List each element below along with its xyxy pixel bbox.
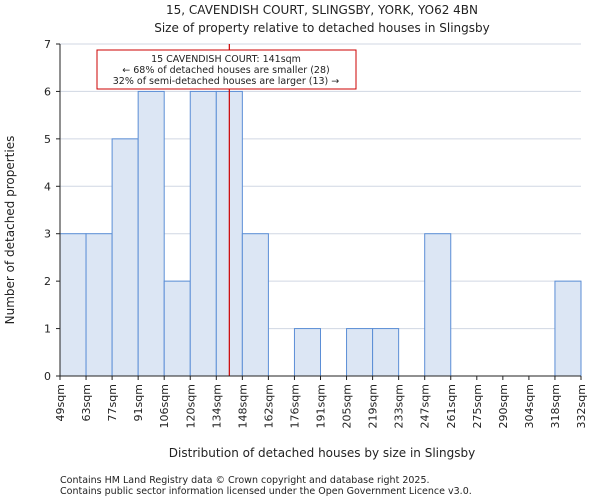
footer-line-2: Contains public sector information licen… xyxy=(60,486,472,497)
bar xyxy=(372,328,400,377)
bar xyxy=(424,233,452,377)
x-tick-label: 261sqm xyxy=(445,384,458,428)
y-tick-labels: 0 1 2 3 4 5 6 7 xyxy=(44,38,60,383)
y-tick-label: 7 xyxy=(44,38,51,51)
y-tick-label: 1 xyxy=(44,323,51,336)
bar xyxy=(137,90,165,377)
x-tick-label: 290sqm xyxy=(497,384,510,428)
annotation-line-2: ← 68% of detached houses are smaller (28… xyxy=(122,65,329,76)
x-tick-labels: 49sqm 63sqm 77sqm 91sqm 106sqm 120sqm 134sqm 14… xyxy=(54,376,588,428)
x-tick-label: 148sqm xyxy=(236,384,249,428)
x-tick-label: 233sqm xyxy=(393,384,406,428)
y-axis-label: Number of detached properties xyxy=(3,136,17,325)
x-tick-label: 304sqm xyxy=(523,384,536,428)
x-tick-label: 162sqm xyxy=(262,384,275,428)
y-tick-label: 2 xyxy=(44,275,51,288)
x-tick-label: 120sqm xyxy=(184,384,197,428)
annotation-frame xyxy=(96,49,357,90)
bar xyxy=(59,233,87,377)
x-tick-label: 247sqm xyxy=(419,384,432,428)
x-tick-label: 63sqm xyxy=(80,384,93,421)
y-tick-label: 0 xyxy=(44,370,51,383)
x-tick-label: 275sqm xyxy=(471,384,484,428)
y-tick-label: 4 xyxy=(44,180,51,193)
y-tick-label: 6 xyxy=(44,85,51,98)
y-tick-label: 5 xyxy=(44,133,51,146)
annotation-line-3: 32% of semi-detached houses are larger (… xyxy=(113,76,340,87)
chart-title: 15, CAVENDISH COURT, SLINGSBY, YORK, YO6… xyxy=(166,3,478,17)
bar xyxy=(346,328,374,377)
chart-subtitle: Size of property relative to detached ho… xyxy=(154,21,490,35)
x-tick-label: 191sqm xyxy=(315,384,328,428)
bar xyxy=(293,328,322,377)
x-tick-label: 205sqm xyxy=(341,384,354,428)
footer-line-1: Contains HM Land Registry data © Crown c… xyxy=(60,475,430,486)
bar xyxy=(189,90,217,377)
x-tick-label: 318sqm xyxy=(549,384,562,428)
x-tick-label: 176sqm xyxy=(288,384,301,428)
bar xyxy=(241,233,269,377)
bar xyxy=(111,138,139,377)
bar xyxy=(85,233,113,377)
annotation-line-1: 15 CAVENDISH COURT: 141sqm xyxy=(151,54,301,65)
x-tick-label: 332sqm xyxy=(575,384,588,428)
y-tick-label: 3 xyxy=(44,228,51,241)
bar xyxy=(163,280,191,377)
x-tick-label: 219sqm xyxy=(367,384,380,428)
bars xyxy=(59,90,582,377)
x-tick-label: 106sqm xyxy=(158,384,171,428)
x-tick-label: 49sqm xyxy=(54,384,67,421)
x-tick-label: 91sqm xyxy=(132,384,145,421)
x-tick-label: 134sqm xyxy=(210,384,223,428)
x-axis-label: Distribution of detached houses by size … xyxy=(169,446,475,460)
x-tick-label: 77sqm xyxy=(106,384,119,421)
annotation-box: 15 CAVENDISH COURT: 141sqm ← 68% of deta… xyxy=(96,49,357,90)
bar xyxy=(554,280,582,377)
